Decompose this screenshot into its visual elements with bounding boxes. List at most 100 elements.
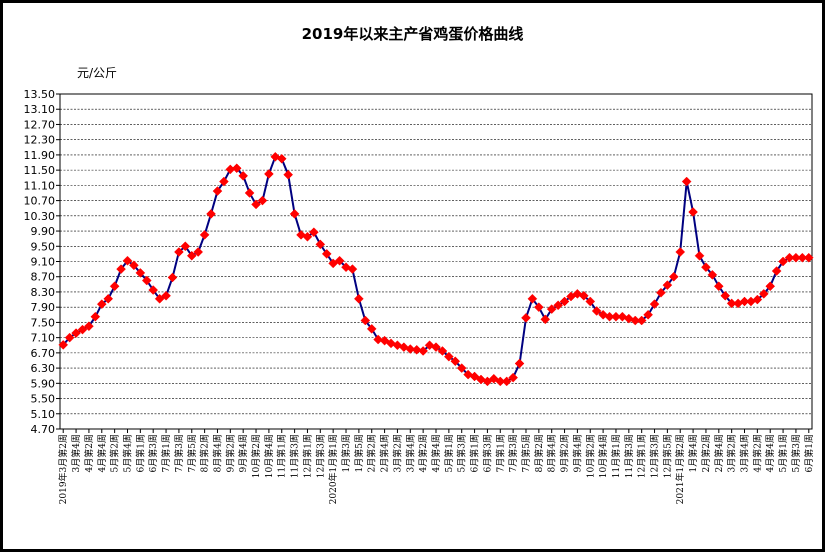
data-point <box>373 334 384 345</box>
data-point <box>450 356 461 367</box>
data-point <box>161 290 171 301</box>
data-point <box>405 344 416 354</box>
x-tick-label: 5月第1周 <box>777 434 789 472</box>
data-point <box>668 271 679 282</box>
x-tick-label: 11月第3周 <box>623 434 635 478</box>
data-point <box>84 321 94 332</box>
x-tick-label: 4月第4周 <box>96 434 108 472</box>
data-point <box>431 342 441 353</box>
data-point <box>521 312 531 323</box>
data-point <box>604 311 615 322</box>
data-point <box>360 315 371 326</box>
x-tick-label: 7月第3周 <box>173 434 185 472</box>
data-point <box>501 376 512 387</box>
data-point <box>726 298 737 309</box>
y-tick-label: 10.70 <box>24 195 56 208</box>
data-point <box>771 266 782 276</box>
data-point <box>334 255 345 266</box>
data-point <box>681 176 692 187</box>
x-tick-label: 3月第4周 <box>70 434 82 472</box>
data-point <box>77 324 88 335</box>
y-tick-label: 7.50 <box>31 316 56 329</box>
data-point <box>765 281 776 292</box>
y-tick-label: 11.90 <box>24 149 56 162</box>
x-tick-label: 3月第4周 <box>739 434 751 472</box>
x-tick-label: 6月第1周 <box>469 434 481 472</box>
data-point <box>199 229 210 240</box>
data-point <box>707 269 718 280</box>
y-tick-label: 9.90 <box>31 225 56 238</box>
x-tick-label: 6月第1周 <box>803 434 815 472</box>
data-point <box>418 346 428 356</box>
data-point <box>109 281 120 292</box>
x-tick-label: 4月第4周 <box>764 434 776 472</box>
data-point <box>591 306 602 316</box>
x-tick-label: 3月第4周 <box>404 434 416 472</box>
data-point <box>649 299 660 309</box>
data-point <box>546 304 557 314</box>
x-tick-label: 5月第4周 <box>121 434 133 472</box>
data-point <box>167 272 178 283</box>
data-point <box>347 264 358 274</box>
x-tick-label: 1月第3周 <box>340 434 352 472</box>
data-point <box>251 199 261 210</box>
data-point <box>533 302 544 313</box>
x-tick-label: 8月第4周 <box>211 434 223 472</box>
y-tick-label: 5.50 <box>31 393 56 406</box>
x-tick-label: 9月第2周 <box>224 434 236 472</box>
data-point <box>71 328 81 338</box>
y-tick-label: 13.50 <box>24 88 56 101</box>
data-point <box>289 209 300 219</box>
data-point <box>662 280 673 290</box>
x-tick-label: 12月第1周 <box>301 434 313 478</box>
x-tick-label: 1月第5周 <box>353 434 365 472</box>
data-point <box>257 195 268 206</box>
data-point <box>752 294 763 305</box>
x-tick-label: 8月第2周 <box>533 434 545 472</box>
y-tick-label: 7.10 <box>31 332 56 345</box>
y-tick-label: 7.90 <box>31 301 56 314</box>
data-point <box>720 290 731 301</box>
x-tick-label: 9月第2周 <box>559 434 571 472</box>
x-tick-label: 9月第4周 <box>571 434 583 472</box>
data-point <box>64 332 75 343</box>
y-tick-label: 13.10 <box>24 103 56 116</box>
data-point <box>778 256 788 267</box>
data-point <box>444 351 454 362</box>
data-point <box>238 170 249 181</box>
x-tick-label: 7月第5周 <box>520 434 532 472</box>
chart-title: 2019年以来主产省鸡蛋价格曲线 <box>301 25 524 43</box>
x-tick-label: 10月第4周 <box>597 434 609 478</box>
data-point <box>437 346 448 356</box>
y-tick-label: 6.70 <box>31 347 56 360</box>
data-point <box>321 249 332 259</box>
x-tick-label: 5月第3周 <box>456 434 468 472</box>
data-point <box>90 311 101 322</box>
data-point <box>701 262 711 273</box>
y-tick-label: 10.30 <box>24 210 56 223</box>
data-point <box>688 207 698 217</box>
data-point <box>354 293 364 304</box>
data-point <box>675 247 686 257</box>
data-point <box>456 363 467 373</box>
data-point <box>186 250 197 261</box>
data-point <box>514 358 525 369</box>
x-tick-label: 6月第1周 <box>134 434 146 472</box>
line-chart: 4.70 5.10 5.50 5.90 6.30 6.70 7.10 7.50 7.90 8.30… <box>24 88 815 504</box>
x-tick-label: 4月第4周 <box>430 434 442 472</box>
data-point <box>309 227 319 238</box>
data-point <box>315 239 326 250</box>
x-tick-label: 7月第1周 <box>494 434 506 472</box>
y-tick-label: 9.50 <box>31 240 56 253</box>
x-tick-label: 9月第4周 <box>237 434 249 472</box>
x-tick-label: 12月第1周 <box>636 434 648 478</box>
x-tick-label: 2月第4周 <box>379 434 391 472</box>
x-tick-label: 5月第2周 <box>109 434 121 472</box>
data-point <box>193 247 204 257</box>
y-tick-label: 9.10 <box>31 256 56 269</box>
x-tick-label: 11月第1周 <box>610 434 622 478</box>
y-tick-label: 8.70 <box>31 271 56 284</box>
data-point <box>180 241 191 252</box>
data-point <box>302 231 313 242</box>
